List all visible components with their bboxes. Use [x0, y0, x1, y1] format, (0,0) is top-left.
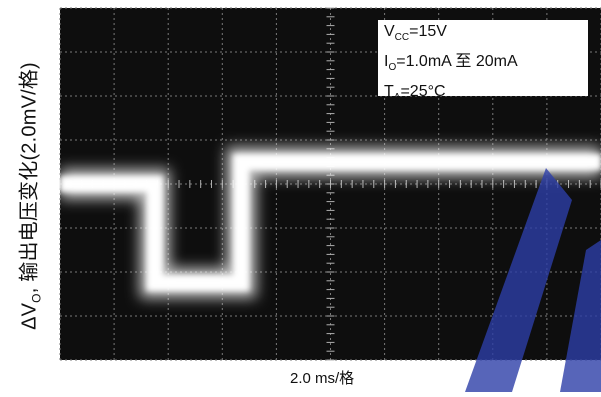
x-axis-label: 2.0 ms/格 [290, 370, 355, 387]
condition-ta: TA=25°C [384, 83, 446, 104]
y-axis-label: ΔVO, 输出电压变化(2.0mV/格) [0, 0, 56, 360]
watermark-logo [465, 168, 601, 392]
watermark-stroke [560, 240, 601, 392]
y-label-delta: ΔV [18, 302, 41, 330]
conditions-box: VCC=15V IO=1.0mA 至 20mA TA=25°C [378, 20, 588, 104]
watermark-stroke [465, 168, 572, 392]
trace-line [60, 154, 601, 291]
condition-io: IO=1.0mA 至 20mA [384, 53, 518, 74]
y-label-rest: , 输出电压变化(2.0mV/格) [18, 62, 41, 294]
trace-series [60, 147, 601, 298]
condition-vcc: VCC=15V [384, 23, 447, 44]
y-label-subscript: O [29, 293, 44, 303]
